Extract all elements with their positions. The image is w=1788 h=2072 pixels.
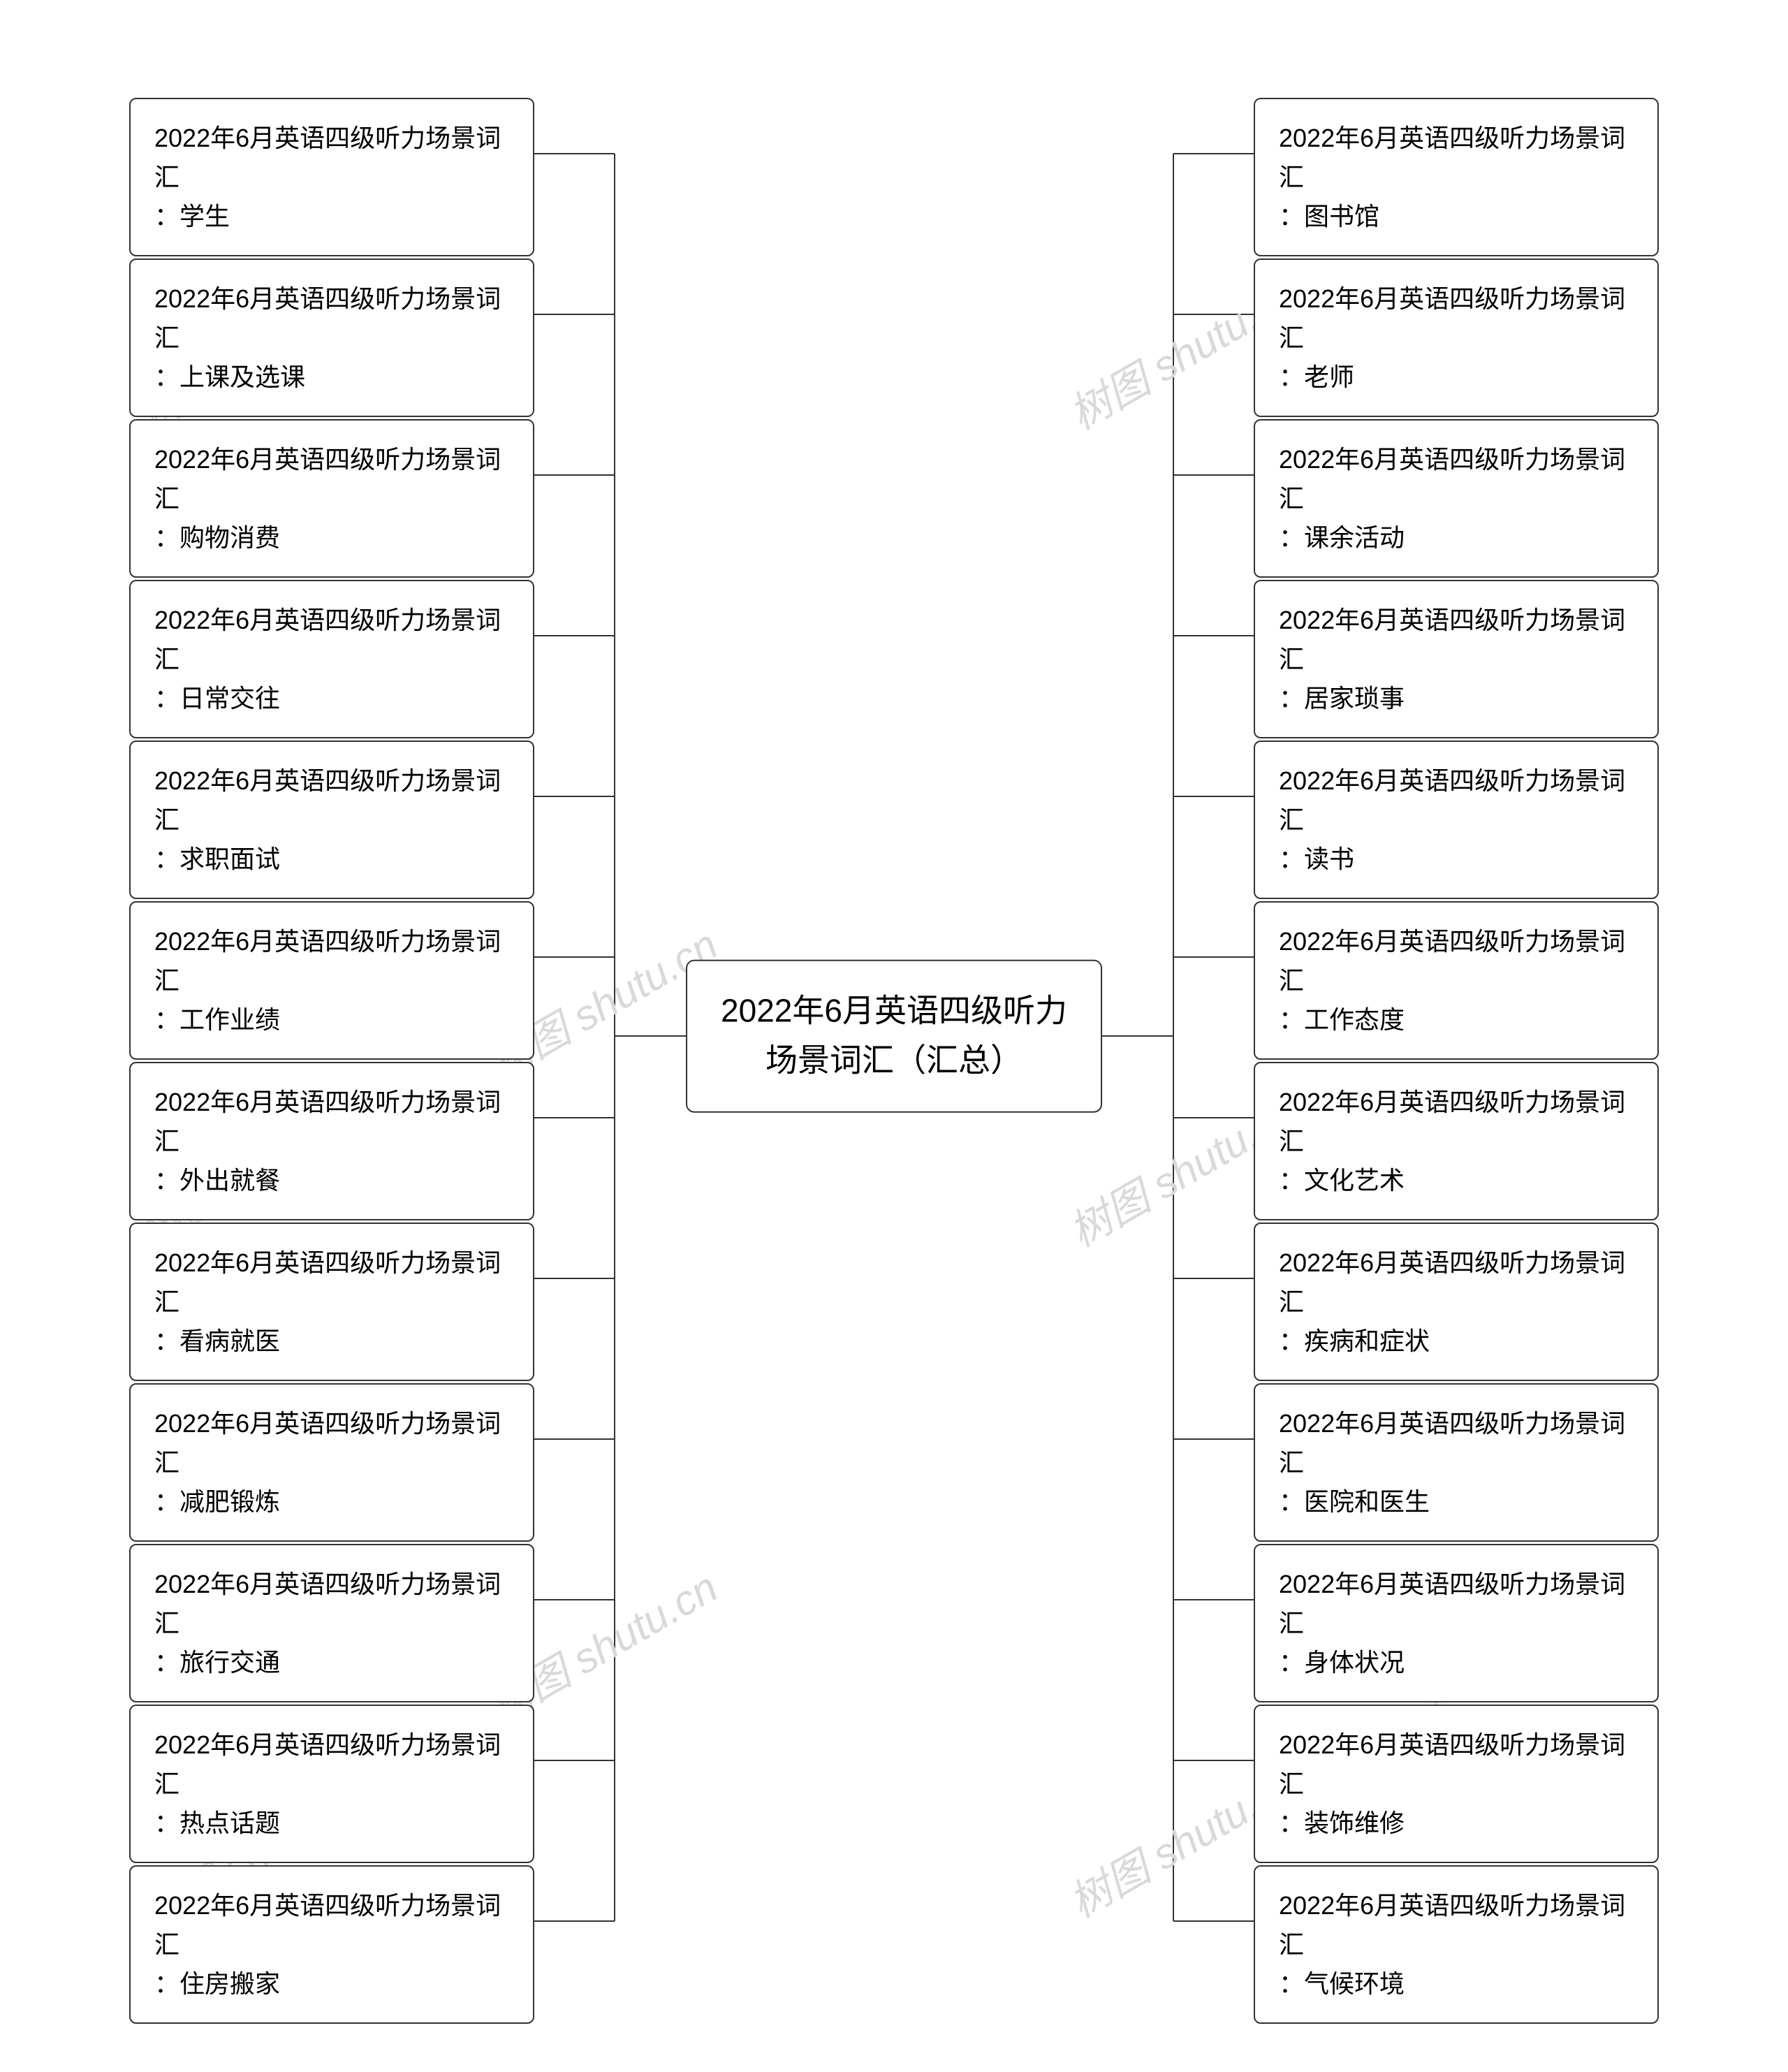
leaf-right-9: 2022年6月英语四级听力场景词汇 ：身体状况 — [1254, 1544, 1659, 1702]
leaf-line1: 2022年6月英语四级听力场景词汇 — [1279, 606, 1625, 673]
leaf-right-6: 2022年6月英语四级听力场景词汇 ：文化艺术 — [1254, 1062, 1659, 1220]
leaf-line2: ：老师 — [1279, 363, 1354, 391]
leaf-line2: ：图书馆 — [1279, 202, 1379, 231]
leaf-line1: 2022年6月英语四级听力场景词汇 — [154, 124, 501, 191]
leaf-right-5: 2022年6月英语四级听力场景词汇 ：工作态度 — [1254, 901, 1659, 1060]
leaf-line2: ：身体状况 — [1279, 1648, 1405, 1677]
leaf-line2: ：看病就医 — [154, 1327, 280, 1355]
leaf-line1: 2022年6月英语四级听力场景词汇 — [154, 927, 501, 995]
leaf-left-9: 2022年6月英语四级听力场景词汇 ：旅行交通 — [129, 1544, 534, 1702]
leaf-left-5: 2022年6月英语四级听力场景词汇 ：工作业绩 — [129, 901, 534, 1060]
leaf-line2: ：居家琐事 — [1279, 684, 1405, 713]
leaf-line1: 2022年6月英语四级听力场景词汇 — [154, 284, 501, 352]
leaf-right-4: 2022年6月英语四级听力场景词汇 ：读书 — [1254, 740, 1659, 899]
leaf-line2: ：外出就餐 — [154, 1166, 280, 1195]
leaf-left-7: 2022年6月英语四级听力场景词汇 ：看病就医 — [129, 1223, 534, 1381]
leaf-line2: ：上课及选课 — [154, 363, 305, 391]
leaf-line1: 2022年6月英语四级听力场景词汇 — [154, 766, 501, 834]
leaf-right-2: 2022年6月英语四级听力场景词汇 ：课余活动 — [1254, 419, 1659, 578]
leaf-right-7: 2022年6月英语四级听力场景词汇 ：疾病和症状 — [1254, 1223, 1659, 1381]
leaf-line1: 2022年6月英语四级听力场景词汇 — [154, 606, 501, 673]
leaf-left-8: 2022年6月英语四级听力场景词汇 ：减肥锻炼 — [129, 1383, 534, 1542]
leaf-line1: 2022年6月英语四级听力场景词汇 — [1279, 1570, 1625, 1637]
leaf-line2: ：热点话题 — [154, 1809, 280, 1837]
leaf-line1: 2022年6月英语四级听力场景词汇 — [1279, 1409, 1625, 1477]
leaf-line1: 2022年6月英语四级听力场景词汇 — [154, 445, 501, 513]
leaf-line1: 2022年6月英语四级听力场景词汇 — [154, 1570, 501, 1637]
leaf-line1: 2022年6月英语四级听力场景词汇 — [1279, 927, 1625, 995]
leaf-line1: 2022年6月英语四级听力场景词汇 — [154, 1088, 501, 1155]
leaf-line1: 2022年6月英语四级听力场景词汇 — [154, 1891, 501, 1959]
leaf-line2: ：住房搬家 — [154, 1969, 280, 1998]
leaf-line2: ：课余活动 — [1279, 523, 1405, 552]
leaf-right-10: 2022年6月英语四级听力场景词汇 ：装饰维修 — [1254, 1705, 1659, 1863]
leaf-line1: 2022年6月英语四级听力场景词汇 — [154, 1409, 501, 1477]
leaf-left-6: 2022年6月英语四级听力场景词汇 ：外出就餐 — [129, 1062, 534, 1220]
leaf-line2: ：求职面试 — [154, 845, 280, 873]
leaf-line2: ：减肥锻炼 — [154, 1487, 280, 1516]
leaf-line2: ：装饰维修 — [1279, 1809, 1405, 1837]
leaf-line1: 2022年6月英语四级听力场景词汇 — [154, 1730, 501, 1798]
mindmap-canvas: 2022年6月英语四级听力 场景词汇（汇总） 2022年6月英语四级听力场景词汇… — [0, 0, 1788, 2072]
leaf-left-10: 2022年6月英语四级听力场景词汇 ：热点话题 — [129, 1705, 534, 1863]
leaf-line2: ：工作态度 — [1279, 1005, 1405, 1034]
leaf-right-11: 2022年6月英语四级听力场景词汇 ：气候环境 — [1254, 1865, 1659, 2024]
leaf-right-0: 2022年6月英语四级听力场景词汇 ：图书馆 — [1254, 98, 1659, 256]
leaf-right-8: 2022年6月英语四级听力场景词汇 ：医院和医生 — [1254, 1383, 1659, 1542]
leaf-line1: 2022年6月英语四级听力场景词汇 — [1279, 766, 1625, 834]
leaf-right-1: 2022年6月英语四级听力场景词汇 ：老师 — [1254, 258, 1659, 417]
leaf-line2: ：旅行交通 — [154, 1648, 280, 1677]
leaf-line2: ：疾病和症状 — [1279, 1327, 1430, 1355]
leaf-line1: 2022年6月英语四级听力场景词汇 — [1279, 1730, 1625, 1798]
leaf-line1: 2022年6月英语四级听力场景词汇 — [1279, 1891, 1625, 1959]
leaf-line1: 2022年6月英语四级听力场景词汇 — [1279, 445, 1625, 513]
leaf-line1: 2022年6月英语四级听力场景词汇 — [1279, 124, 1625, 191]
leaf-left-0: 2022年6月英语四级听力场景词汇 ：学生 — [129, 98, 534, 256]
leaf-line2: ：气候环境 — [1279, 1969, 1405, 1998]
center-node: 2022年6月英语四级听力 场景词汇（汇总） — [686, 960, 1102, 1113]
leaf-line1: 2022年6月英语四级听力场景词汇 — [1279, 1248, 1625, 1316]
center-title-line1: 2022年6月英语四级听力 — [721, 993, 1067, 1029]
leaf-line2: ：学生 — [154, 202, 230, 231]
leaf-line2: ：工作业绩 — [154, 1005, 280, 1034]
leaf-left-1: 2022年6月英语四级听力场景词汇 ：上课及选课 — [129, 258, 534, 417]
leaf-line2: ：购物消费 — [154, 523, 280, 552]
leaf-right-3: 2022年6月英语四级听力场景词汇 ：居家琐事 — [1254, 580, 1659, 738]
leaf-left-3: 2022年6月英语四级听力场景词汇 ：日常交往 — [129, 580, 534, 738]
leaf-line2: ：文化艺术 — [1279, 1166, 1405, 1195]
leaf-line1: 2022年6月英语四级听力场景词汇 — [1279, 284, 1625, 352]
leaf-line2: ：医院和医生 — [1279, 1487, 1430, 1516]
leaf-line1: 2022年6月英语四级听力场景词汇 — [1279, 1088, 1625, 1155]
leaf-left-2: 2022年6月英语四级听力场景词汇 ：购物消费 — [129, 419, 534, 578]
leaf-line1: 2022年6月英语四级听力场景词汇 — [154, 1248, 501, 1316]
leaf-line2: ：日常交往 — [154, 684, 280, 713]
leaf-left-11: 2022年6月英语四级听力场景词汇 ：住房搬家 — [129, 1865, 534, 2024]
leaf-line2: ：读书 — [1279, 845, 1354, 873]
leaf-left-4: 2022年6月英语四级听力场景词汇 ：求职面试 — [129, 740, 534, 899]
center-title-line2: 场景词汇（汇总） — [765, 1042, 1023, 1079]
